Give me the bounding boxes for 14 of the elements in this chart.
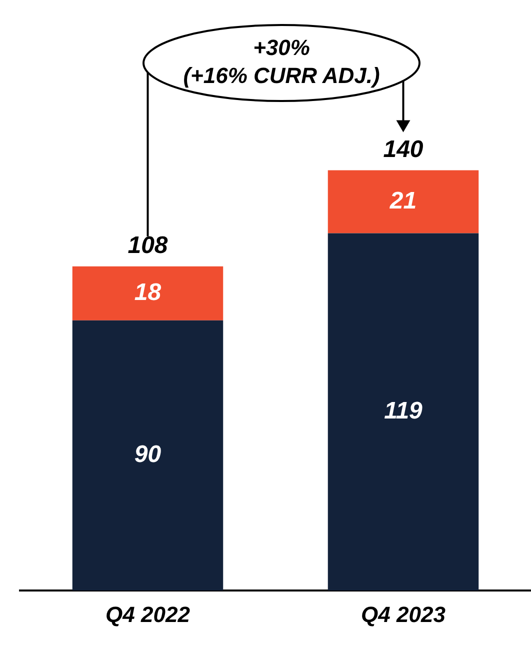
bar <box>72 320 224 591</box>
data-label: 21 <box>388 187 417 214</box>
total-label: 108 <box>128 232 168 259</box>
bar <box>328 170 479 234</box>
x-tick-label: Q4 2023 <box>361 602 446 627</box>
text: (+16% CURR ADJ.) <box>183 63 380 88</box>
data-label: 119 <box>384 398 424 425</box>
bar <box>72 266 224 320</box>
data-label: 18 <box>134 278 162 306</box>
total-label: 140 <box>383 136 424 163</box>
data-label: 90 <box>134 441 162 468</box>
bar <box>328 233 479 591</box>
x-tick-label: Q4 2022 <box>106 602 191 627</box>
text: +30% <box>253 35 310 60</box>
